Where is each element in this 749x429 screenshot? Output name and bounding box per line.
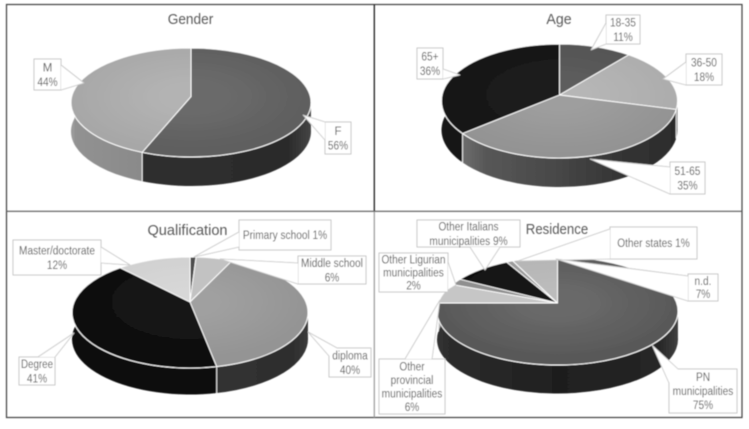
svg-text:44%: 44% <box>37 77 57 89</box>
svg-text:municipalities: municipalities <box>383 268 444 280</box>
svg-text:provincial: provincial <box>391 375 434 387</box>
svg-text:Other Italians: Other Italians <box>438 221 498 233</box>
svg-text:municipalities 9%: municipalities 9% <box>429 236 507 248</box>
svg-text:diploma: diploma <box>332 350 368 362</box>
svg-text:12%: 12% <box>47 260 67 272</box>
svg-text:Other Ligurian: Other Ligurian <box>381 255 445 267</box>
svg-text:Other: Other <box>399 361 424 373</box>
svg-text:Middle school: Middle school <box>301 258 363 270</box>
svg-text:6%: 6% <box>405 402 420 414</box>
svg-text:11%: 11% <box>613 32 633 44</box>
svg-text:Primary school 1%: Primary school 1% <box>243 230 327 242</box>
svg-text:Master/doctorate: Master/doctorate <box>19 245 95 257</box>
svg-text:Degree: Degree <box>21 359 53 371</box>
svg-text:35%: 35% <box>677 180 697 192</box>
svg-text:Age: Age <box>546 11 571 28</box>
svg-text:36-50: 36-50 <box>691 57 717 69</box>
svg-text:Qualification: Qualification <box>148 222 228 239</box>
svg-text:municipalities: municipalities <box>673 386 734 398</box>
svg-text:Other states 1%: Other states 1% <box>617 238 690 250</box>
svg-text:Residence: Residence <box>526 221 588 238</box>
svg-text:65+: 65+ <box>421 51 438 63</box>
svg-text:F: F <box>334 126 341 138</box>
svg-text:40%: 40% <box>340 365 360 377</box>
svg-text:n.d.: n.d. <box>695 276 712 288</box>
svg-text:41%: 41% <box>27 373 47 385</box>
svg-text:56%: 56% <box>328 140 348 152</box>
svg-text:7%: 7% <box>696 289 711 301</box>
svg-text:75%: 75% <box>693 400 713 412</box>
svg-text:municipalities: municipalities <box>382 388 443 400</box>
svg-text:18-35: 18-35 <box>610 17 636 29</box>
svg-text:51-65: 51-65 <box>675 166 701 178</box>
svg-text:PN: PN <box>696 372 710 384</box>
svg-text:M: M <box>43 62 53 74</box>
svg-text:18%: 18% <box>694 72 714 84</box>
svg-text:6%: 6% <box>325 272 340 284</box>
svg-text:2%: 2% <box>406 281 421 293</box>
svg-text:36%: 36% <box>420 66 440 78</box>
svg-text:Gender: Gender <box>168 11 214 28</box>
